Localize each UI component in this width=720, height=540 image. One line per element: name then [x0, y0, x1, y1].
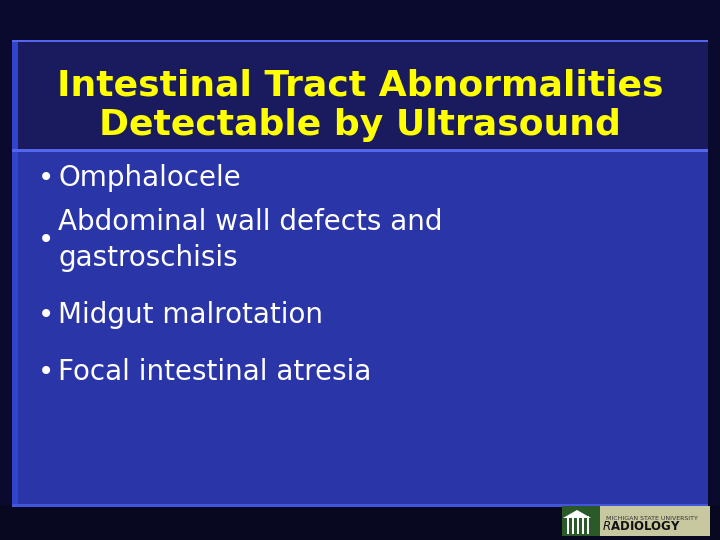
Text: Midgut malrotation: Midgut malrotation: [58, 301, 323, 329]
Text: Omphalocele: Omphalocele: [58, 164, 240, 192]
Bar: [12, 40, 708, 42]
Text: Focal intestinal atresia: Focal intestinal atresia: [58, 358, 372, 386]
Bar: [572, 516, 574, 534]
Bar: [562, 506, 600, 536]
Bar: [12, 40, 708, 150]
Text: MICHIGAN STATE UNIVERSITY: MICHIGAN STATE UNIVERSITY: [606, 516, 698, 521]
Bar: [12, 504, 708, 507]
Bar: [582, 516, 584, 534]
Text: $\mathit{R}$ADIOLOGY: $\mathit{R}$ADIOLOGY: [602, 521, 681, 534]
Bar: [587, 516, 589, 534]
Text: Abdominal wall defects and
gastroschisis: Abdominal wall defects and gastroschisis: [58, 207, 443, 272]
Text: Detectable by Ultrasound: Detectable by Ultrasound: [99, 108, 621, 142]
Bar: [12, 40, 708, 505]
Text: Intestinal Tract Abnormalities: Intestinal Tract Abnormalities: [57, 68, 663, 102]
Bar: [12, 149, 708, 152]
Bar: [12, 40, 18, 505]
Bar: [567, 516, 569, 534]
Bar: [0, 505, 720, 540]
Text: •: •: [38, 301, 54, 329]
Polygon shape: [563, 510, 591, 518]
Text: •: •: [38, 226, 54, 254]
Bar: [577, 516, 579, 534]
Text: •: •: [38, 358, 54, 386]
Bar: [562, 506, 710, 536]
Text: •: •: [38, 164, 54, 192]
